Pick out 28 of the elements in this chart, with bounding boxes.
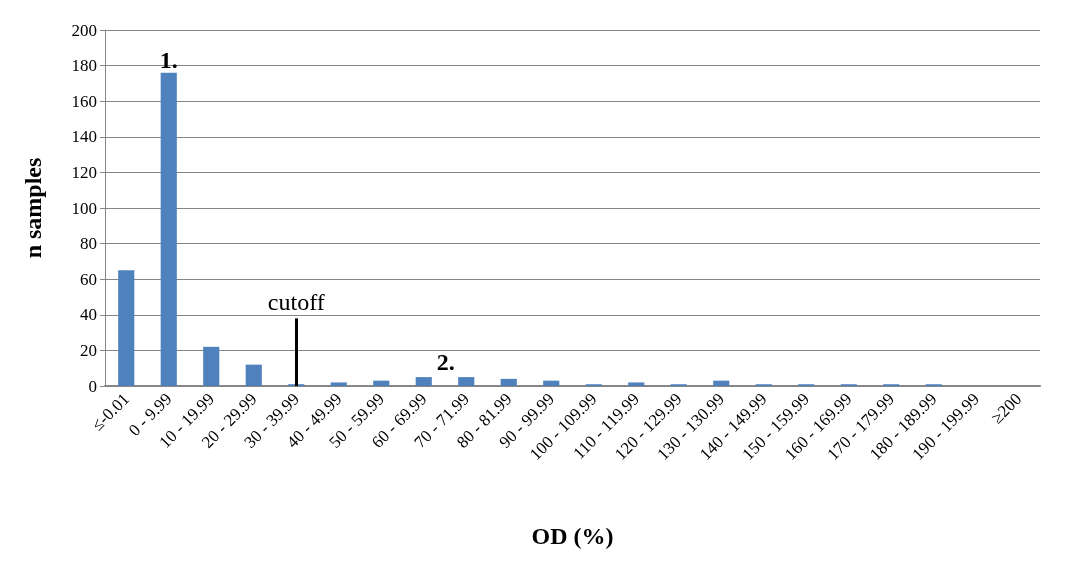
bar	[330, 382, 347, 386]
y-tick-label: 120	[71, 162, 97, 182]
y-tick-label: 200	[71, 20, 97, 40]
y-tick-label: 20	[80, 340, 97, 360]
bar	[500, 378, 517, 386]
y-tick-label: 40	[80, 305, 97, 325]
y-tick-label: 80	[80, 234, 97, 254]
bar	[628, 382, 645, 386]
bar	[160, 72, 177, 386]
bar	[373, 380, 390, 386]
y-tick-label: 180	[71, 56, 97, 76]
bar	[245, 364, 262, 386]
y-tick-label: 160	[71, 91, 97, 111]
bar	[415, 377, 432, 386]
bar	[543, 380, 560, 386]
x-axis-title: OD (%)	[531, 523, 614, 549]
y-tick-label: 60	[80, 269, 97, 289]
bar	[118, 270, 135, 386]
bar	[203, 346, 220, 386]
y-axis-title: n samples	[20, 157, 46, 259]
bar	[458, 377, 475, 386]
bar	[713, 380, 730, 386]
y-tick-label: 140	[71, 127, 97, 147]
y-tick-label: 100	[71, 198, 97, 218]
annotation: 1.	[159, 46, 178, 73]
ref-line-label: cutoff	[267, 289, 325, 316]
annotation: 2.	[436, 349, 455, 376]
y-tick-label: 0	[88, 376, 97, 396]
